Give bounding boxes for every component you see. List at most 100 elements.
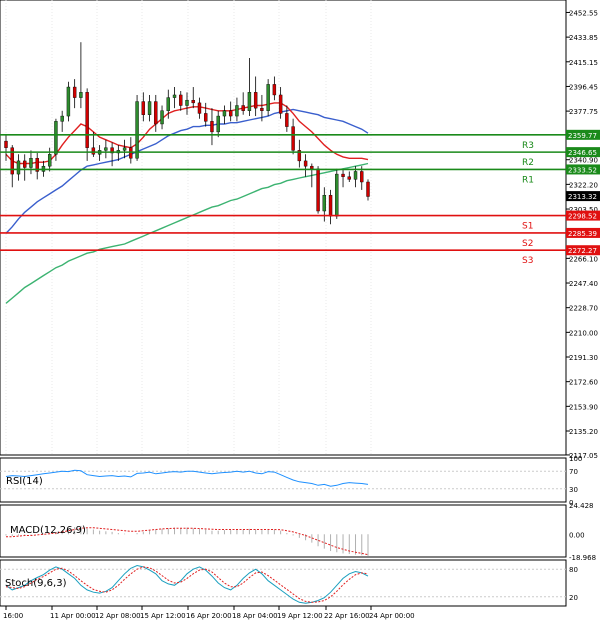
macd-panel-frame [0, 504, 567, 558]
level-tag-bg [566, 164, 600, 175]
y-tick-label: 2135.20 [569, 428, 598, 436]
x-tick-label: 11 Apr 00:00 [50, 612, 96, 620]
level-tag-bg [566, 245, 600, 256]
macd-tick-label: -18.968 [569, 554, 596, 562]
y-tick-label: 2415.15 [569, 59, 598, 67]
candle-body [297, 150, 302, 162]
rsi-tick-label: 30 [569, 486, 578, 494]
x-tick-label: 24 Apr 00:00 [369, 612, 415, 620]
candle-body [235, 105, 239, 117]
level-tag-value: 2272.27 [568, 247, 597, 255]
level-tag-value: 2346.65 [568, 149, 597, 157]
candle-body [278, 94, 283, 114]
y-tick-label: 2117.05 [569, 452, 598, 460]
stoch-tick-label: 80 [569, 566, 578, 574]
macd-tick-label: 24.428 [569, 502, 594, 510]
x-tick-label: 15 Apr 12:00 [140, 612, 186, 620]
candle-body [303, 160, 308, 167]
candle-body [147, 101, 152, 115]
level-label-s1: S1 [522, 222, 533, 232]
y-tick-label: 2228.70 [569, 305, 598, 313]
candle-body [341, 173, 345, 177]
y-tick-label: 2210.00 [569, 329, 598, 337]
candle-body [253, 92, 258, 109]
candle-body [10, 147, 14, 175]
main-panel-frame [0, 0, 567, 456]
candle-body [85, 92, 89, 148]
candle-body [316, 168, 320, 212]
candle-body [328, 194, 333, 217]
y-tick-label: 2396.45 [569, 83, 598, 91]
candle-body [29, 158, 33, 168]
ma-green-line [5, 162, 369, 304]
candle-body [16, 160, 21, 175]
y-tick-label: 2340.90 [569, 157, 598, 165]
y-tick-label: 2191.30 [569, 354, 598, 362]
candle-body [310, 165, 314, 170]
candle-body [60, 115, 64, 122]
candle-body [185, 100, 189, 106]
candle-body [197, 102, 202, 114]
level-label-r3: R3 [522, 141, 534, 151]
candle-body [204, 113, 208, 122]
last-price-tag-bg [566, 191, 600, 202]
candle-body [72, 86, 77, 98]
level-label-r1: R1 [522, 175, 534, 185]
candle-body [272, 84, 277, 96]
stoch-tick-label: 20 [569, 594, 578, 602]
level-label-s2: S2 [522, 239, 533, 249]
level-tag-value: 2285.39 [568, 230, 597, 238]
candle-body [110, 147, 114, 154]
candle-body [285, 113, 289, 127]
level-tag-value: 2359.77 [568, 132, 597, 140]
rsi-tick-label: 70 [569, 468, 578, 476]
candle-body [66, 86, 71, 117]
level-tag-bg [566, 147, 600, 158]
level-tag-bg [566, 129, 600, 140]
candle-body [260, 107, 264, 111]
candle-body [291, 126, 295, 151]
candle-body [154, 101, 158, 125]
y-tick-label: 2303.50 [569, 206, 598, 214]
last-price-tag: 2313.32 [568, 193, 597, 201]
ma-blue-line [5, 108, 369, 234]
candle-body [91, 147, 96, 155]
y-tick-label: 2377.75 [569, 108, 598, 116]
level-label-r2: R2 [522, 158, 534, 168]
candle-body [360, 171, 364, 183]
candle-body [122, 147, 127, 151]
level-tag-bg [566, 227, 600, 238]
candle-body [216, 115, 220, 133]
y-tick-label: 2452.55 [569, 9, 598, 17]
candle-body [266, 84, 270, 111]
x-tick-label: 16 Apr 20:00 [186, 612, 232, 620]
candle-body [129, 147, 133, 159]
candle-body [23, 160, 27, 168]
candle-body [347, 176, 351, 180]
macd-tick-label: 0.00 [569, 531, 585, 539]
y-tick-label: 2433.85 [569, 34, 598, 42]
candle-body [79, 92, 83, 98]
candle-body [241, 105, 245, 111]
x-tick-label: 18 Apr 04:00 [232, 612, 278, 620]
level-label-s3: S3 [522, 256, 533, 266]
rsi-line [5, 469, 369, 487]
candle-body [335, 173, 339, 217]
level-tag-value: 2333.52 [568, 166, 597, 174]
candle-body [228, 110, 233, 117]
y-tick-label: 2153.90 [569, 403, 598, 411]
candle-body [54, 121, 58, 155]
candle-body [35, 158, 39, 172]
candle-body [172, 94, 177, 98]
x-tick-label: 22 Apr 16:00 [324, 612, 370, 620]
rsi-tick-label: 100 [569, 455, 582, 463]
x-tick-label: 12 Apr 08:00 [95, 612, 141, 620]
candle-body [104, 147, 108, 151]
rsi-panel-frame [0, 457, 567, 503]
stoch-label: Stoch(9,6,3) [5, 578, 67, 589]
candle-body [166, 97, 170, 111]
rsi-tick-label: 0 [569, 499, 573, 507]
candle-body [135, 101, 139, 159]
